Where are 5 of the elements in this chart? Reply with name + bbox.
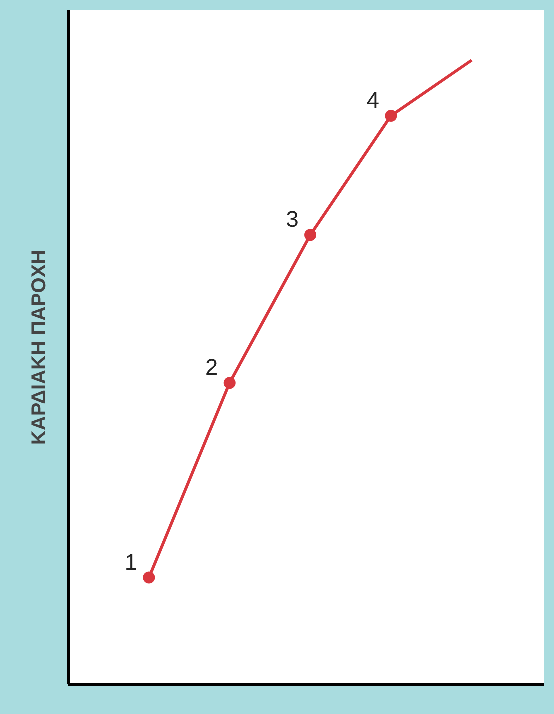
annotation: 3 bbox=[286, 206, 299, 232]
y-axis-title: ΚΑΡΔΙΑΚΗ ΠΑΡΟΧΗ bbox=[28, 250, 50, 446]
annotation: 2 bbox=[206, 354, 218, 380]
annotation: 1 bbox=[124, 548, 138, 575]
annotation: 4 bbox=[366, 86, 380, 113]
